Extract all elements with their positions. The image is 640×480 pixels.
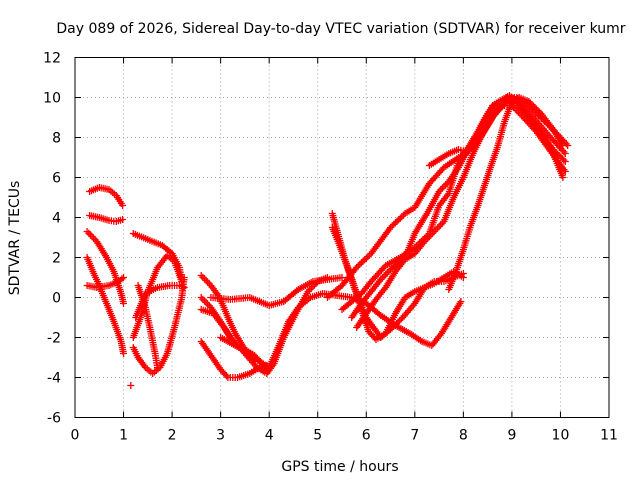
x-tick-label: 7 xyxy=(410,428,419,444)
x-tick-label: 6 xyxy=(362,428,371,444)
chart-title: Day 089 of 2026, Sidereal Day-to-day VTE… xyxy=(56,21,625,37)
y-axis-label: SDTVAR / TECUs xyxy=(7,181,23,296)
plot-frame xyxy=(74,57,610,418)
y-tick-label: 8 xyxy=(52,131,61,147)
y-tick-label: 10 xyxy=(43,91,61,107)
data-series-arc-01 xyxy=(86,184,127,209)
y-tick-label: 4 xyxy=(52,211,61,227)
x-tick-label: 9 xyxy=(507,428,516,444)
x-tick-label: 1 xyxy=(119,428,128,444)
x-tick-label: 0 xyxy=(71,428,80,444)
data-series-arc-06 xyxy=(129,230,186,285)
x-tick-label: 5 xyxy=(313,428,322,444)
x-tick-label: 4 xyxy=(265,428,274,444)
data-series-arc-25 xyxy=(445,94,567,293)
y-tick-label: 6 xyxy=(52,171,61,187)
data-series-arc-10 xyxy=(132,282,188,321)
grid xyxy=(75,57,609,418)
y-tick-label: -4 xyxy=(47,371,61,387)
data-series-arc-16 xyxy=(207,274,346,309)
x-tick-label: 2 xyxy=(168,428,177,444)
data-series-arc-08 xyxy=(129,274,188,377)
data-points xyxy=(83,92,572,389)
y-tick-label: -2 xyxy=(47,331,61,347)
x-tick-label: 3 xyxy=(216,428,225,444)
x-tick-label: 8 xyxy=(459,428,468,444)
x-axis-label: GPS time / hours xyxy=(281,459,398,475)
data-series-arc-02 xyxy=(86,212,127,225)
data-series-arc-14 xyxy=(197,274,331,377)
data-series-arc-09 xyxy=(129,252,186,341)
y-tick-label: 12 xyxy=(43,51,61,67)
y-tick-label: 0 xyxy=(52,291,61,307)
y-tick-label: -6 xyxy=(47,411,61,427)
x-tick-label: 11 xyxy=(600,428,618,444)
y-tick-label: 2 xyxy=(52,251,61,267)
x-tick-label: 10 xyxy=(552,428,570,444)
data-series-arc-05 xyxy=(83,274,127,291)
data-series-arc-11 xyxy=(127,382,135,389)
data-series-arc-23 xyxy=(353,102,569,331)
data-series-arc-04 xyxy=(83,254,127,357)
